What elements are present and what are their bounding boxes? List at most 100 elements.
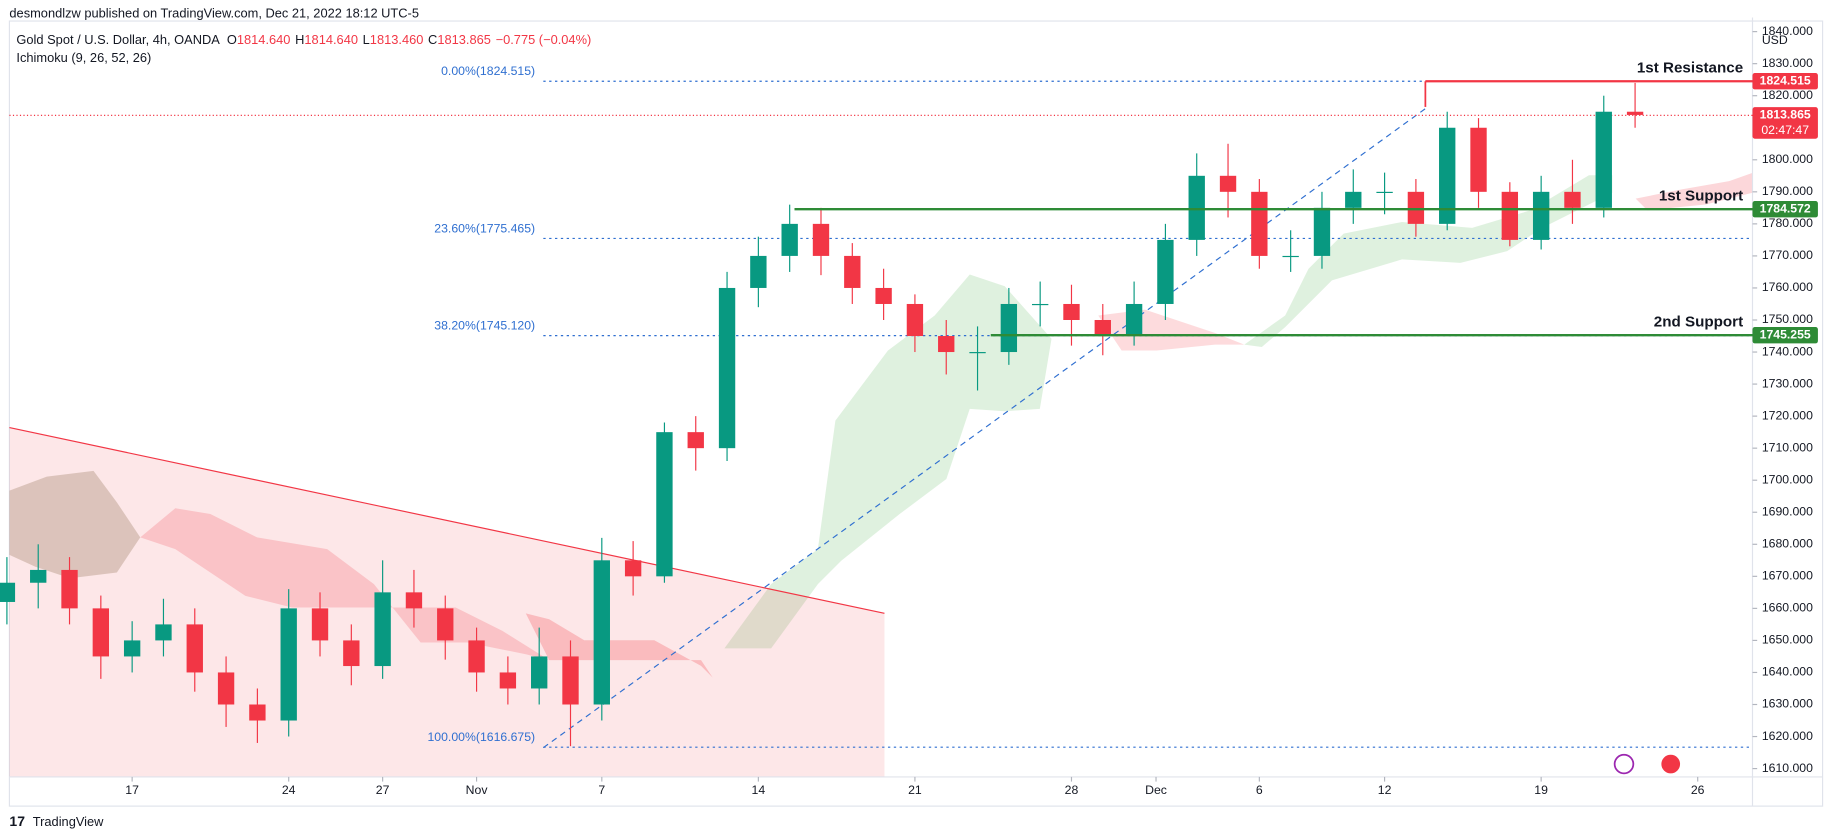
candle-body xyxy=(593,560,610,705)
x-tick-label: 26 xyxy=(1691,783,1705,797)
candle-body xyxy=(1626,111,1644,115)
ohlc-key: H xyxy=(295,32,304,47)
candle-body xyxy=(405,592,423,609)
y-tick-label: 1710.000 xyxy=(1762,440,1813,454)
candle-body xyxy=(61,569,78,609)
candle-body xyxy=(343,640,360,667)
candle-body xyxy=(781,223,798,256)
symbol-line: Gold Spot / U.S. Dollar, 4h, OANDA O1814.… xyxy=(16,32,591,47)
candle-body xyxy=(1345,191,1362,208)
candle-body xyxy=(280,608,297,721)
fib-label: 0.00%(1824.515) xyxy=(441,64,535,78)
candle-body xyxy=(1031,303,1049,306)
x-tick-label: 12 xyxy=(1378,783,1392,797)
x-tick-label: 27 xyxy=(376,783,390,797)
ohlc-key: O xyxy=(227,32,237,47)
candle-body xyxy=(499,672,517,689)
x-tick-label: 21 xyxy=(908,783,922,797)
logo-mark: 17 xyxy=(9,813,25,829)
y-tick-label: 1640.000 xyxy=(1762,665,1813,679)
candle-body xyxy=(844,255,861,288)
candle-body xyxy=(1125,303,1143,337)
candle-body xyxy=(374,592,391,667)
price-tag xyxy=(1752,107,1818,139)
level-label: 1st Resistance xyxy=(1637,59,1743,76)
candle-body xyxy=(906,303,924,337)
fib-label: 100.00%(1616.675) xyxy=(428,730,536,744)
y-tick-label: 1780.000 xyxy=(1762,216,1813,230)
level-tag xyxy=(1752,327,1818,344)
fib-label: 38.20%(1745.120) xyxy=(434,319,535,333)
x-tick-label: Dec xyxy=(1145,783,1167,797)
x-tick-label: 19 xyxy=(1534,783,1548,797)
level-tag xyxy=(1752,73,1818,90)
indicator: Ichimoku (9, 26, 52, 26) xyxy=(16,50,151,65)
candle-body xyxy=(531,656,548,689)
candle-body xyxy=(718,287,736,449)
plot: 1610.000 1620.000 1630.000 1640.000 1650.000… xyxy=(0,17,1823,807)
y-tick-label: 1800.000 xyxy=(1762,152,1813,166)
fib-trend xyxy=(542,108,1426,749)
candle-body xyxy=(92,608,110,657)
candle-body xyxy=(562,656,579,705)
candle-body xyxy=(1501,191,1519,240)
ohlc-value: 1813.865 xyxy=(437,32,491,47)
candle-body xyxy=(186,624,203,673)
candle-body xyxy=(155,624,172,641)
y-tick-label: 1670.000 xyxy=(1762,569,1813,583)
candle-body xyxy=(687,432,704,449)
candle-body xyxy=(1376,191,1393,193)
y-tick-label: 1650.000 xyxy=(1762,633,1813,647)
chart-border xyxy=(8,20,1824,807)
candle-body xyxy=(1251,191,1268,256)
candle-body xyxy=(468,640,485,673)
x-tick-label: Nov xyxy=(466,783,489,797)
candle-body xyxy=(624,560,642,577)
candle-body xyxy=(875,287,892,304)
ohlc-value: 1814.640 xyxy=(237,32,291,47)
level-tag-label: 1784.572 xyxy=(1760,201,1811,215)
symbol: Gold Spot / U.S. Dollar, 4h, OANDA xyxy=(16,32,220,47)
x-tick-label: 7 xyxy=(598,783,605,797)
y-tick-label: 1820.000 xyxy=(1762,88,1813,102)
candle-body xyxy=(1470,127,1487,192)
event-icon[interactable] xyxy=(1613,753,1635,775)
candle-body xyxy=(123,640,141,657)
candle-body xyxy=(1094,319,1111,337)
ohlc-value: 1813.460 xyxy=(370,32,424,47)
candle-body xyxy=(1407,191,1425,224)
y-tick-label: 1620.000 xyxy=(1762,729,1813,743)
fib-label: 23.60%(1775.465) xyxy=(434,221,535,235)
y-tick-label: 1630.000 xyxy=(1762,697,1813,711)
y-tick-label: 1830.000 xyxy=(1762,56,1813,70)
x-tick-label: 28 xyxy=(1065,783,1079,797)
y-tick-label: 1680.000 xyxy=(1762,537,1813,551)
candle-body xyxy=(750,255,767,288)
flag-icon[interactable] xyxy=(1661,754,1681,774)
candle-body xyxy=(1282,255,1299,258)
x-tick-label: 17 xyxy=(125,783,139,797)
candle-body xyxy=(969,352,986,354)
candle-body xyxy=(1219,175,1237,192)
candle-body xyxy=(1313,207,1331,256)
y-tick-label: 1740.000 xyxy=(1762,344,1813,358)
x-tick-label: 6 xyxy=(1256,783,1263,797)
price-tag-label: 1813.865 xyxy=(1760,108,1811,122)
candle-body xyxy=(1564,191,1581,208)
candle-body xyxy=(1532,191,1550,240)
candle-body xyxy=(1439,127,1456,224)
candle-body xyxy=(217,672,235,705)
candle-body xyxy=(0,582,16,602)
y-tick-label: 1700.000 xyxy=(1762,472,1813,486)
y-tick-label: 1720.000 xyxy=(1762,408,1813,422)
y-tick-label: 1730.000 xyxy=(1762,376,1813,390)
candle-body xyxy=(249,704,266,721)
candle-body xyxy=(1188,175,1205,240)
ohlc-value: 1814.640 xyxy=(304,32,358,47)
candle-body xyxy=(656,432,673,577)
candle-body xyxy=(1595,111,1612,208)
candle-body xyxy=(1063,303,1080,320)
candle-body xyxy=(30,569,47,583)
